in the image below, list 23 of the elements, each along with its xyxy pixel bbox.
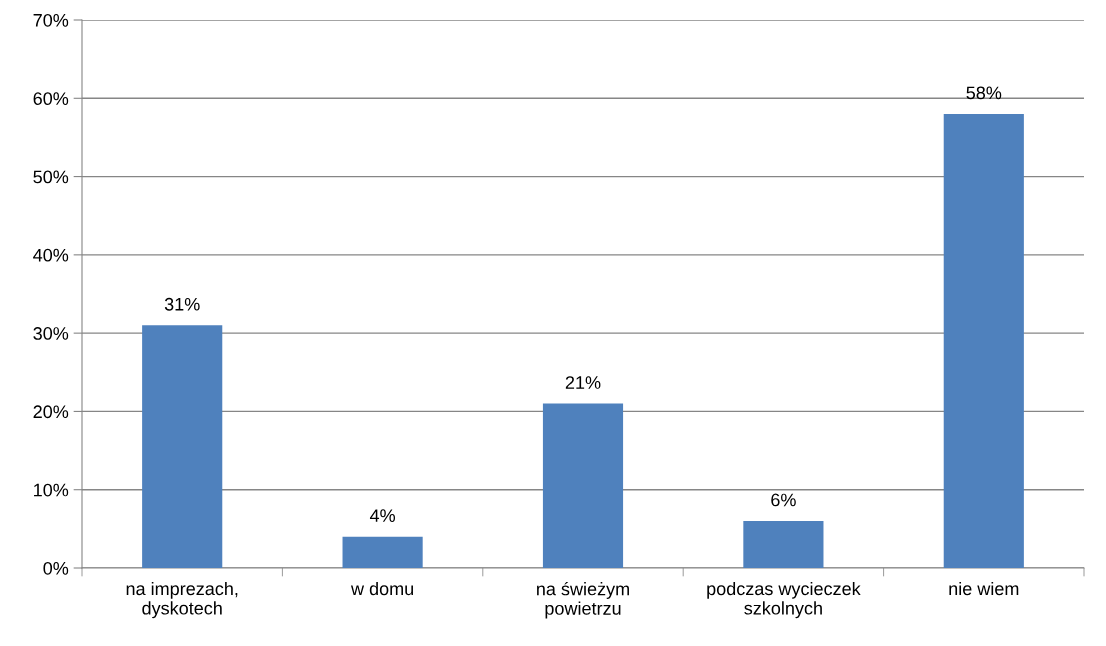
- y-tick-label: 20%: [33, 405, 69, 419]
- x-tick-label: w domu: [350, 581, 414, 596]
- data-label: 31%: [164, 297, 200, 311]
- y-tick-label: 60%: [33, 92, 69, 106]
- bar: [142, 325, 223, 568]
- data-label: 6%: [771, 493, 796, 507]
- bar: [542, 403, 624, 568]
- y-tick-label: 70%: [33, 13, 69, 27]
- y-tick-label: 40%: [33, 248, 69, 262]
- bar: [943, 113, 1024, 568]
- y-tick-label: 50%: [33, 170, 69, 184]
- x-tick-label: na świeżym powietrzu: [537, 581, 629, 619]
- y-tick-label: 30%: [33, 327, 69, 340]
- x-tick-label: podczas wycieczek szkolnych: [707, 581, 861, 619]
- y-tick-label: 0%: [43, 561, 69, 575]
- data-label: 4%: [369, 509, 396, 522]
- y-tick-label: 10%: [34, 483, 69, 497]
- data-label: 21%: [565, 376, 601, 389]
- x-tick-label: na imprezach, dyskotech: [126, 581, 238, 619]
- data-label: 58%: [966, 86, 1002, 100]
- x-tick-label: nie wiem: [949, 581, 1019, 596]
- bar: [743, 521, 824, 568]
- bar: [342, 536, 423, 568]
